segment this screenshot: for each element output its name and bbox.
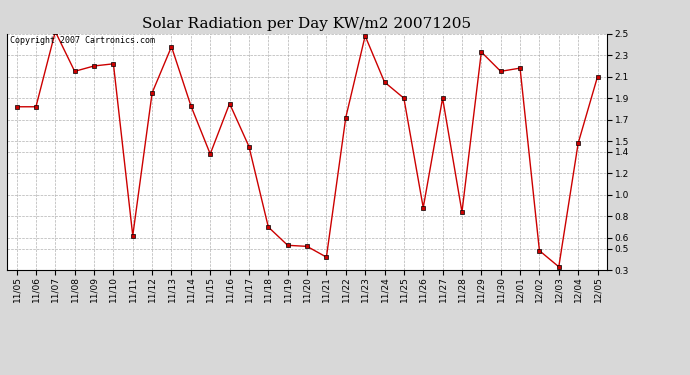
- Title: Solar Radiation per Day KW/m2 20071205: Solar Radiation per Day KW/m2 20071205: [143, 17, 471, 31]
- Text: Copyright 2007 Cartronics.com: Copyright 2007 Cartronics.com: [10, 36, 155, 45]
